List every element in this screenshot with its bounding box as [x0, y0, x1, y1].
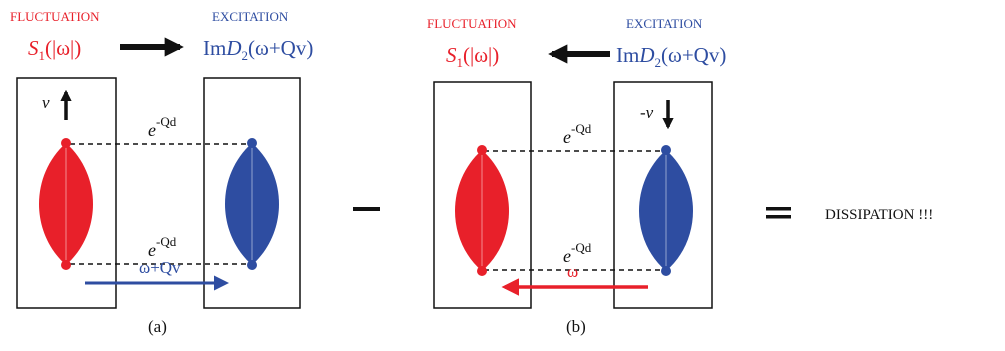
panel-b-velocity-label: -v [640, 103, 654, 122]
panel-b-transfer-label: ω [567, 262, 578, 281]
panel-a-fluctuation-lens [39, 138, 93, 270]
panel-a-excitation-response: ImD2(ω+Qv) [203, 36, 313, 63]
panel-a-upper-coupling-factor: e-Qd [148, 114, 177, 140]
panel-b-excitation-response: ImD2(ω+Qv) [616, 43, 726, 70]
panel-b-upper-coupling-factor: e-Qd [563, 121, 592, 147]
panel-a-velocity-label: v [42, 93, 50, 112]
panel-b-fluctuation-header: FLUCTUATION [427, 16, 517, 31]
minus-sign [353, 207, 380, 211]
panel-a-excitation-header: EXCITATION [212, 9, 289, 24]
panel-b-fluctuation-spectrum: S1(|ω|) [446, 43, 499, 70]
panel-a-caption: (a) [148, 317, 167, 336]
panel-a-lower-coupling-factor: e-Qd [148, 234, 177, 260]
panel-b-caption: (b) [566, 317, 586, 336]
panel-a-fluctuation-header: FLUCTUATION [10, 9, 100, 24]
dissipation-result-label: DISSIPATION !!! [825, 207, 933, 223]
equals-sign [766, 207, 791, 219]
panel-a: FLUCTUATION EXCITATION S1(|ω|) ImD2(ω+Qv… [10, 9, 313, 336]
panel-a-fluctuation-spectrum: S1(|ω|) [28, 36, 81, 63]
panel-b: FLUCTUATION EXCITATION S1(|ω|) ImD2(ω+Qv… [427, 16, 726, 336]
panel-b-left-box [433, 81, 532, 309]
panel-b-excitation-header: EXCITATION [626, 16, 703, 31]
panel-a-excitation-lens [225, 138, 279, 270]
panel-a-left-box [16, 77, 117, 309]
panel-a-right-box [203, 77, 301, 309]
panel-b-fluctuation-lens [455, 145, 509, 276]
panel-a-transfer-label: ω+Qv [139, 258, 181, 277]
panel-b-excitation-lens [639, 145, 693, 276]
panel-b-right-box [613, 81, 713, 309]
panel-b-lower-coupling-factor: e-Qd [563, 240, 592, 266]
